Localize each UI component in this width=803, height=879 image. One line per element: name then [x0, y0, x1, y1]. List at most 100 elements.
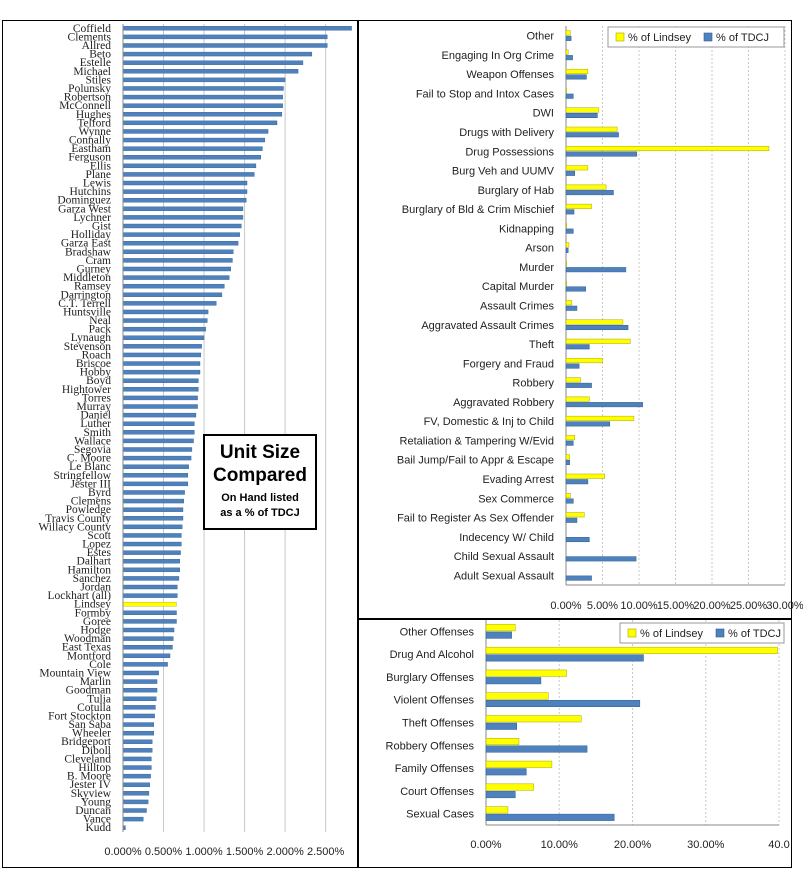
bar — [485, 722, 518, 730]
bar — [565, 338, 631, 344]
bar — [122, 550, 181, 555]
bar — [122, 679, 158, 684]
category-label: Robbery — [512, 378, 554, 390]
category-label: Young — [81, 796, 111, 808]
bar — [565, 396, 590, 402]
category-label: Jester III — [70, 478, 111, 490]
bar — [122, 258, 233, 263]
unit-size-caption-box: Unit Size Compared On Hand listed as a %… — [203, 434, 317, 530]
category-label: Jordan — [80, 582, 111, 594]
bar — [122, 430, 195, 435]
category-label: Burg Veh and UUMV — [452, 166, 555, 178]
bar — [565, 358, 603, 364]
category-label: Lychner — [73, 212, 111, 224]
category-label: Kudd — [85, 822, 111, 834]
x-tick-label: 0.00% — [470, 839, 501, 851]
bar — [122, 464, 189, 469]
category-label: Boyd — [86, 375, 111, 387]
category-label: Stiles — [85, 74, 111, 86]
bar — [122, 344, 202, 349]
bar — [565, 473, 605, 479]
category-label: Segovia — [74, 444, 111, 456]
bar — [565, 170, 576, 176]
bar — [122, 395, 198, 401]
bar — [565, 280, 567, 286]
bar — [565, 184, 607, 190]
category-label: Sexual Cases — [406, 809, 474, 821]
bar — [122, 120, 278, 126]
category-label: Robertson — [64, 92, 112, 104]
category-label: Tulia — [87, 693, 111, 705]
bar — [122, 51, 313, 57]
bar — [485, 768, 527, 776]
bar — [485, 669, 567, 677]
category-label: Retaliation & Tampering W/Evid — [400, 435, 554, 447]
category-label: Hobby — [80, 367, 112, 379]
category-label: Estes — [87, 547, 112, 559]
bar — [485, 654, 644, 662]
bar — [565, 435, 576, 441]
bar — [122, 326, 206, 332]
category-label: FV, Domestic & Inj to Child — [424, 416, 554, 428]
category-label: Lockhart (all) — [47, 590, 111, 602]
category-label: East Texas — [62, 642, 112, 654]
category-label: Hilltop — [78, 762, 111, 774]
category-label: Luther — [80, 418, 111, 430]
bar — [122, 335, 205, 340]
bar — [122, 155, 261, 160]
bar — [565, 49, 569, 55]
category-label: Ellis — [90, 160, 112, 172]
bar — [565, 537, 590, 543]
legend-swatch — [615, 32, 625, 42]
x-tick-label: 0.000% — [104, 846, 142, 858]
bar — [565, 493, 571, 499]
legend-label: % of TDCJ — [728, 628, 781, 640]
category-label: Theft — [529, 339, 554, 351]
category-label: Duncan — [75, 805, 111, 817]
category-label: Kidnapping — [499, 223, 554, 235]
category-label: Woodman — [64, 633, 111, 645]
bar — [122, 644, 173, 650]
category-label: C. Moore — [67, 453, 111, 465]
category-label: Gist — [92, 221, 112, 233]
category-label: Telford — [77, 117, 111, 129]
bar — [122, 541, 182, 547]
category-label: Capital Murder — [482, 281, 554, 293]
bar — [485, 631, 512, 639]
category-label: Adult Sexual Assault — [454, 570, 554, 582]
category-label: Wheeler — [72, 728, 111, 740]
bar — [565, 35, 572, 41]
category-label: Connally — [69, 135, 111, 147]
bar — [122, 378, 199, 383]
x-tick-label: 20.00% — [693, 600, 731, 612]
bar — [565, 402, 643, 408]
bar — [565, 344, 590, 350]
bar — [122, 490, 185, 495]
bar — [485, 791, 516, 799]
bar — [565, 55, 573, 61]
bar — [122, 713, 155, 719]
bar — [565, 512, 585, 518]
bar — [122, 473, 189, 478]
bar — [122, 266, 232, 272]
bar — [122, 163, 257, 169]
x-tick-label: 5.00% — [587, 600, 618, 612]
bar — [565, 68, 589, 74]
bar — [122, 730, 154, 736]
category-label: Cram — [85, 255, 111, 267]
bar — [122, 283, 225, 289]
bar — [122, 619, 177, 624]
category-label: Travis County — [45, 513, 111, 525]
bar — [565, 363, 580, 369]
category-label: Le Blanc — [69, 461, 111, 473]
category-label: B. Moore — [67, 771, 111, 783]
bar — [565, 454, 570, 460]
bar — [122, 404, 198, 409]
x-tick-label: 15.00% — [657, 600, 695, 612]
bar — [122, 172, 255, 177]
category-label: Family Offenses — [395, 763, 475, 775]
bar — [122, 223, 242, 229]
category-label: Drugs with Delivery — [459, 127, 554, 139]
bar — [122, 756, 152, 762]
bar — [122, 662, 168, 667]
